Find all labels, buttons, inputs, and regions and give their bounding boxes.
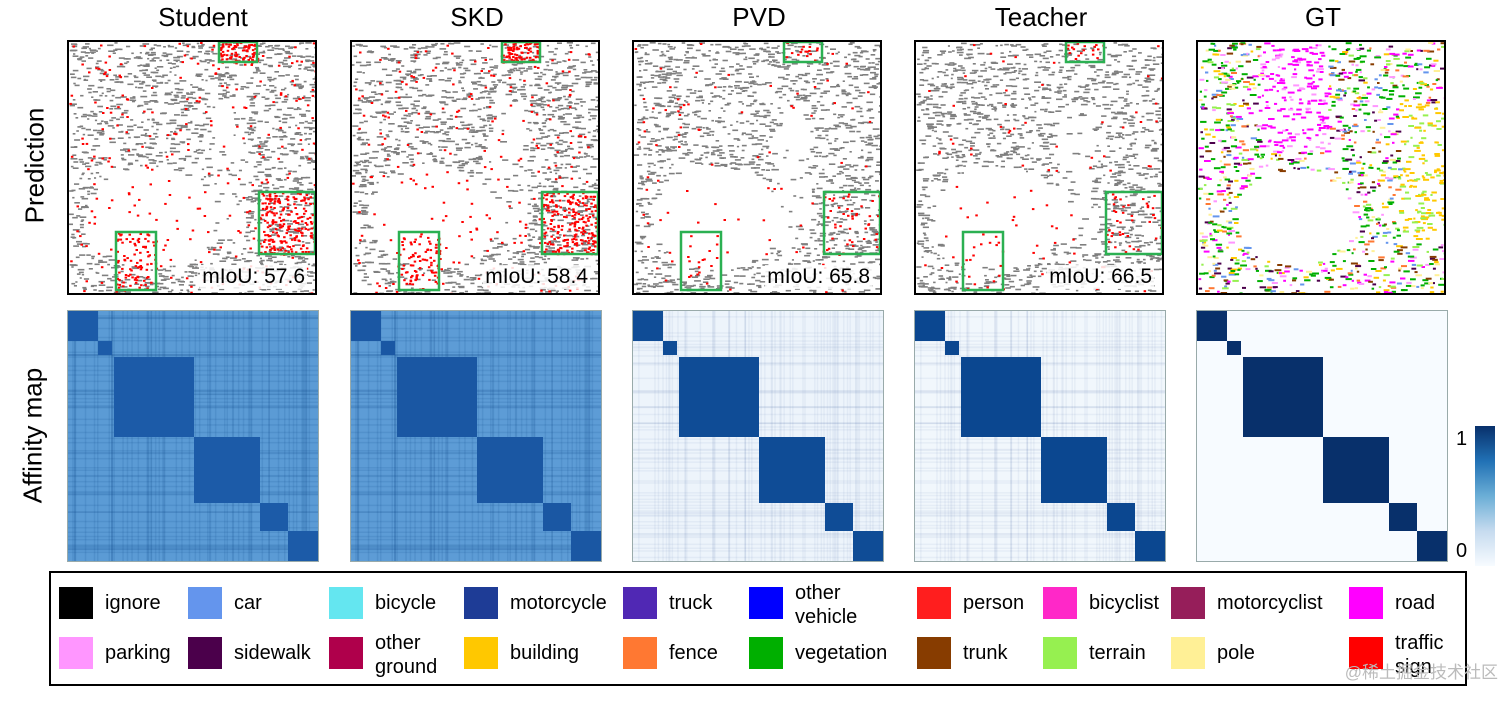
affinity-map-student	[67, 310, 319, 562]
prediction-panel-teacher: mIoU: 66.5	[914, 40, 1164, 295]
legend-label: trunk	[963, 642, 1008, 664]
highlight-box	[540, 190, 598, 256]
legend: ignore car bicycle motorcycle truck other vehi…	[49, 571, 1467, 686]
legend-swatch	[1043, 587, 1077, 619]
row-label-affinity-map: Affinity map	[17, 367, 48, 504]
scan-points	[916, 42, 1162, 293]
legend-swatch	[464, 587, 498, 619]
legend-label: other vehicle	[795, 582, 858, 628]
column-title-student: Student	[158, 2, 248, 32]
highlight-box	[822, 190, 880, 256]
legend-swatch	[1171, 587, 1205, 619]
colorbar	[1475, 426, 1495, 566]
miou-label: mIoU: 58.4	[483, 265, 590, 289]
legend-swatch	[329, 637, 363, 669]
legend-label: person	[963, 592, 1025, 614]
column-title-teacher: Teacher	[994, 2, 1088, 32]
legend-swatch	[623, 637, 657, 669]
column-title-gt: GT	[1304, 2, 1342, 32]
prediction-panel-gt	[1196, 40, 1446, 295]
legend-swatch	[917, 587, 951, 619]
affinity-map-skd	[350, 310, 602, 562]
highlight-box	[217, 42, 259, 64]
point-cloud-scan	[916, 42, 1162, 293]
legend-label: fence	[669, 642, 718, 664]
legend-swatch	[749, 637, 783, 669]
highlight-box	[397, 230, 441, 292]
highlight-box	[1064, 42, 1106, 64]
highlight-box	[114, 230, 158, 292]
scan-points	[352, 42, 598, 293]
scan-points	[69, 42, 315, 293]
scan-points	[634, 42, 880, 293]
affinity-matrix	[68, 311, 318, 561]
highlight-box	[679, 230, 723, 292]
legend-swatch	[59, 587, 93, 619]
highlight-box	[257, 190, 315, 256]
legend-label: vegetation	[795, 642, 888, 664]
miou-label: mIoU: 66.5	[1047, 265, 1154, 289]
legend-label: ignore	[105, 592, 161, 614]
legend-swatch	[917, 637, 951, 669]
point-cloud-scan	[352, 42, 598, 293]
affinity-matrix	[351, 311, 601, 561]
row-label-prediction: Prediction	[19, 107, 50, 224]
legend-label: motorcycle	[510, 592, 607, 614]
affinity-map-gt	[1196, 310, 1448, 562]
affinity-matrix	[633, 311, 883, 561]
legend-swatch	[1349, 587, 1383, 619]
legend-label: bicyclist	[1089, 592, 1160, 614]
legend-label: road	[1395, 592, 1436, 614]
prediction-panel-student: mIoU: 57.6	[67, 40, 317, 295]
watermark: @稀土掘金技术社区	[1344, 663, 1498, 682]
point-cloud-scan	[634, 42, 880, 293]
point-cloud-scan	[69, 42, 315, 293]
miou-label: mIoU: 65.8	[765, 265, 872, 289]
column-title-pvd: PVD	[732, 2, 786, 32]
legend-swatch	[329, 587, 363, 619]
legend-label: sidewalk	[234, 642, 311, 664]
legend-label: parking	[105, 642, 171, 664]
legend-swatch	[188, 587, 222, 619]
miou-label: mIoU: 57.6	[200, 265, 307, 289]
highlight-box	[500, 42, 542, 64]
highlight-box	[961, 230, 1005, 292]
legend-label: truck	[669, 592, 713, 614]
affinity-map-pvd	[632, 310, 884, 562]
legend-label: other ground	[375, 632, 438, 678]
legend-label: motorcyclist	[1217, 592, 1323, 614]
legend-swatch	[749, 587, 783, 619]
prediction-panel-pvd: mIoU: 65.8	[632, 40, 882, 295]
prediction-panel-skd: mIoU: 58.4	[350, 40, 600, 295]
legend-swatch	[464, 637, 498, 669]
legend-label: building	[510, 642, 579, 664]
affinity-map-teacher	[914, 310, 1166, 562]
highlight-box	[1104, 190, 1162, 256]
legend-label: terrain	[1089, 642, 1146, 664]
colorbar-min-label: 0	[1456, 540, 1468, 562]
legend-swatch	[1349, 637, 1383, 669]
legend-swatch	[1171, 637, 1205, 669]
legend-label: traffic sign	[1395, 632, 1444, 678]
highlight-box	[782, 42, 824, 64]
legend-label: bicycle	[375, 592, 437, 614]
colorbar-max-label: 1	[1456, 428, 1468, 450]
affinity-matrix	[915, 311, 1165, 561]
legend-label: car	[234, 592, 262, 614]
legend-swatch	[59, 637, 93, 669]
legend-swatch	[188, 637, 222, 669]
column-title-skd: SKD	[450, 2, 504, 32]
legend-label: pole	[1217, 642, 1255, 664]
affinity-matrix	[1197, 311, 1447, 561]
legend-swatch	[623, 587, 657, 619]
ground-truth-scan	[1198, 42, 1444, 293]
legend-swatch	[1043, 637, 1077, 669]
